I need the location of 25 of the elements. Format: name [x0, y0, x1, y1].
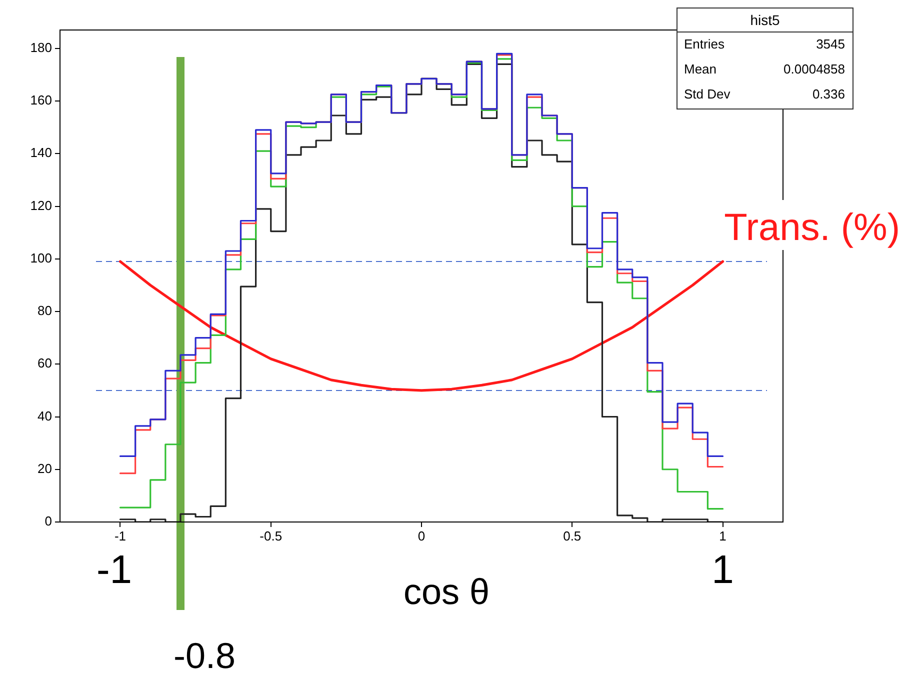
annotation: Entries [684, 36, 725, 52]
y-tick-label: 80 [38, 303, 52, 318]
ref-line-label: -0.8 [173, 635, 236, 675]
x-tick-label: -1 [114, 528, 126, 544]
y-tick-label: 60 [38, 356, 52, 371]
text: 0.336 [812, 86, 845, 102]
y-tick-label: 40 [38, 408, 52, 424]
text: 0.0004858 [784, 62, 845, 77]
chart-title: hist5 [750, 12, 780, 28]
annotation: Std Dev [684, 86, 731, 102]
x-tick-label: 0.5 [563, 528, 582, 544]
y-tick-label: 160 [30, 92, 52, 108]
annotation: Mean [684, 62, 717, 77]
y-tick-label: 120 [30, 198, 52, 213]
x-tick-label: -0.5 [260, 528, 282, 544]
series-label: Trans. (%) [724, 207, 900, 249]
y-tick-label: 100 [30, 250, 52, 266]
y-tick-label: 0 [44, 514, 52, 529]
y-tick-label: 20 [38, 460, 52, 476]
text: 3545 [816, 36, 845, 52]
x-tick-label: 0 [418, 528, 426, 544]
x-axis-title: cos θ [403, 571, 490, 612]
y-tick-label: 140 [30, 145, 52, 160]
y-tick-label: 180 [30, 40, 52, 55]
x-tick-label: 1 [719, 528, 726, 544]
